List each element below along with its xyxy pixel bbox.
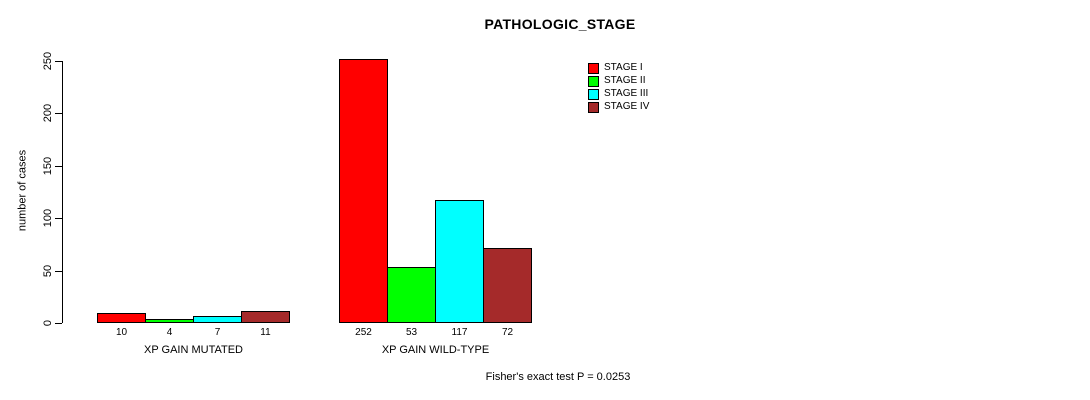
y-axis-label: number of cases [16,149,29,232]
legend-swatch-icon [588,62,599,74]
bar-stage-iv [483,248,532,323]
legend-row: STAGE III [588,88,649,100]
y-tick [55,113,62,114]
legend-swatch-icon [588,75,599,87]
x-category-label: XP GAIN WILD-TYPE [381,344,490,356]
bar-value-label: 7 [214,327,221,338]
y-tick-label: 200 [42,103,54,123]
bar-value-label: 117 [451,327,468,338]
legend-row: STAGE II [588,75,649,87]
y-tick [55,323,62,324]
bar-stage-i [97,313,146,323]
y-tick [55,61,62,62]
legend-label: STAGE IV [604,101,650,112]
bar-stage-iii [435,200,484,323]
y-tick-label: 50 [42,264,54,278]
bar-stage-ii [145,319,194,323]
y-axis-line [62,61,63,323]
y-tick-label: 0 [42,319,54,327]
y-tick [55,166,62,167]
legend-swatch-icon [588,88,599,100]
y-tick-label: 100 [42,208,54,228]
footnote: Fisher's exact test P = 0.0253 [485,371,631,383]
bar-stage-ii [387,267,436,323]
bar-stage-iii [193,316,242,323]
bar-value-label: 4 [166,327,173,338]
bar-value-label: 252 [355,327,372,338]
legend-label: STAGE III [604,88,649,99]
legend-swatch-icon [588,101,599,113]
y-tick [55,218,62,219]
legend-label: STAGE I [604,62,643,73]
y-tick-label: 250 [42,51,54,71]
legend-row: STAGE I [588,62,649,74]
y-tick-label: 150 [42,156,54,176]
bar-value-label: 11 [260,327,271,338]
chart-title: PATHOLOGIC_STAGE [484,16,636,32]
y-tick [55,271,62,272]
bar-stage-iv [241,311,290,323]
bar-value-label: 10 [115,327,128,338]
bar-value-label: 53 [405,327,418,338]
legend-row: STAGE IV [588,101,650,113]
bar-stage-i [339,59,388,323]
legend-label: STAGE II [604,75,646,86]
legend: STAGE I STAGE II STAGE III STAGE IV [588,62,650,115]
x-category-label: XP GAIN MUTATED [143,344,243,356]
bar-value-label: 72 [501,327,514,338]
